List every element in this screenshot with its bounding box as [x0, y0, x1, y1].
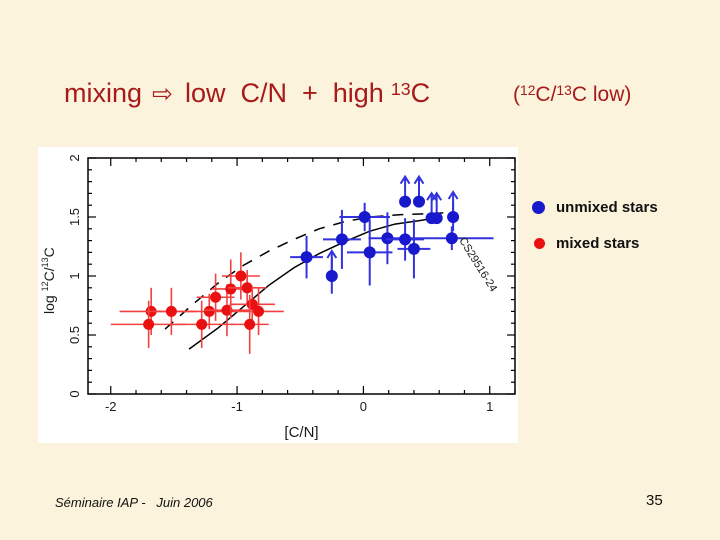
- upper-limit-arrow-head: [413, 174, 425, 185]
- data-point: [244, 318, 256, 330]
- x-tick-label: -2: [105, 399, 117, 414]
- data-point: [447, 211, 460, 223]
- title-isotope-sup: 13: [390, 78, 411, 99]
- plot-axes: -2 -1 0 1 0 0.5 1 1.5 2 [C/N] log 12C/13C: [40, 154, 516, 441]
- model-curve-solid: [188, 217, 435, 350]
- data-point: [399, 233, 412, 246]
- data-point: [381, 232, 394, 245]
- legend-label-unmixed: unmixed stars: [556, 198, 658, 216]
- data-point: [253, 305, 265, 317]
- data-point: [203, 305, 215, 317]
- data-point: [300, 251, 313, 264]
- legend: unmixed stars mixed stars: [532, 194, 658, 266]
- x-tick-label: 0: [360, 399, 367, 414]
- data-point: [196, 318, 208, 330]
- figure-panel: -2 -1 0 1 0 0.5 1 1.5 2 [C/N] log 12C/13C CS29516-2…: [38, 147, 518, 443]
- data-point: [221, 304, 233, 316]
- data-point: [165, 305, 177, 317]
- title-isotope-element: C: [410, 78, 431, 108]
- y-tick-label: 2: [67, 154, 82, 161]
- title-word-mixing: mixing: [64, 78, 143, 108]
- y-tick-label: 1.5: [67, 208, 82, 226]
- x-axis-label: [C/N]: [284, 424, 318, 441]
- data-point: [241, 282, 253, 294]
- paren-sup-12: 12: [520, 82, 536, 99]
- page-number: 35: [646, 492, 663, 509]
- data-point: [143, 318, 155, 330]
- mixed-marker-icon: [534, 237, 545, 249]
- upper-limit-arrow-head: [399, 174, 411, 185]
- data-point: [399, 195, 412, 208]
- footer-seminar-date: Séminaire IAP - Juin 2006: [55, 495, 213, 510]
- mixed-points: [110, 252, 284, 354]
- data-point: [358, 211, 371, 223]
- data-point: [407, 242, 420, 255]
- data-point: [363, 246, 376, 259]
- upper-limit-arrow-head: [447, 190, 459, 200]
- data-point: [210, 291, 222, 303]
- title-annotation: (12C/13C low): [513, 82, 632, 107]
- slide-title: mixing ⇨ low C/N + high 13C (12C/13C low): [0, 78, 720, 118]
- upper-limit-arrow-head: [431, 191, 443, 201]
- y-axis-label: log 12C/13C: [40, 247, 57, 314]
- model-curve-dashed: [164, 211, 455, 330]
- paren-mid: C/: [535, 83, 557, 106]
- rightwards-arrow-icon: ⇨: [152, 79, 173, 108]
- x-tick-label: 1: [486, 399, 493, 414]
- unmixed-marker-icon: [532, 200, 545, 214]
- y-tick-label: 0.5: [67, 326, 82, 344]
- y-tick-label: 1: [67, 272, 82, 279]
- scatter-plot: -2 -1 0 1 0 0.5 1 1.5 2 [C/N] log 12C/13C CS29516-2…: [40, 154, 516, 441]
- data-point: [430, 212, 443, 225]
- upper-limit-arrow-head: [326, 249, 338, 259]
- legend-item-mixed: mixed stars: [532, 230, 658, 256]
- paren-sup-13: 13: [556, 82, 572, 99]
- data-point: [335, 233, 348, 246]
- y-tick-label: 0: [67, 390, 82, 397]
- unmixed-points: [290, 174, 494, 294]
- data-point: [445, 232, 458, 245]
- paren-open: (: [513, 83, 520, 106]
- legend-label-mixed: mixed stars: [556, 234, 640, 252]
- x-tick-label: -1: [231, 399, 243, 414]
- paren-tail: C low): [571, 83, 632, 106]
- star-name-label: CS29516-24: [456, 235, 499, 294]
- title-main: mixing ⇨ low C/N + high 13C: [64, 78, 430, 109]
- data-point: [325, 270, 338, 282]
- data-point: [235, 270, 247, 282]
- title-phrase: low C/N + high: [184, 78, 384, 108]
- legend-item-unmixed: unmixed stars: [532, 194, 658, 220]
- data-point: [225, 283, 237, 295]
- data-point: [412, 195, 425, 208]
